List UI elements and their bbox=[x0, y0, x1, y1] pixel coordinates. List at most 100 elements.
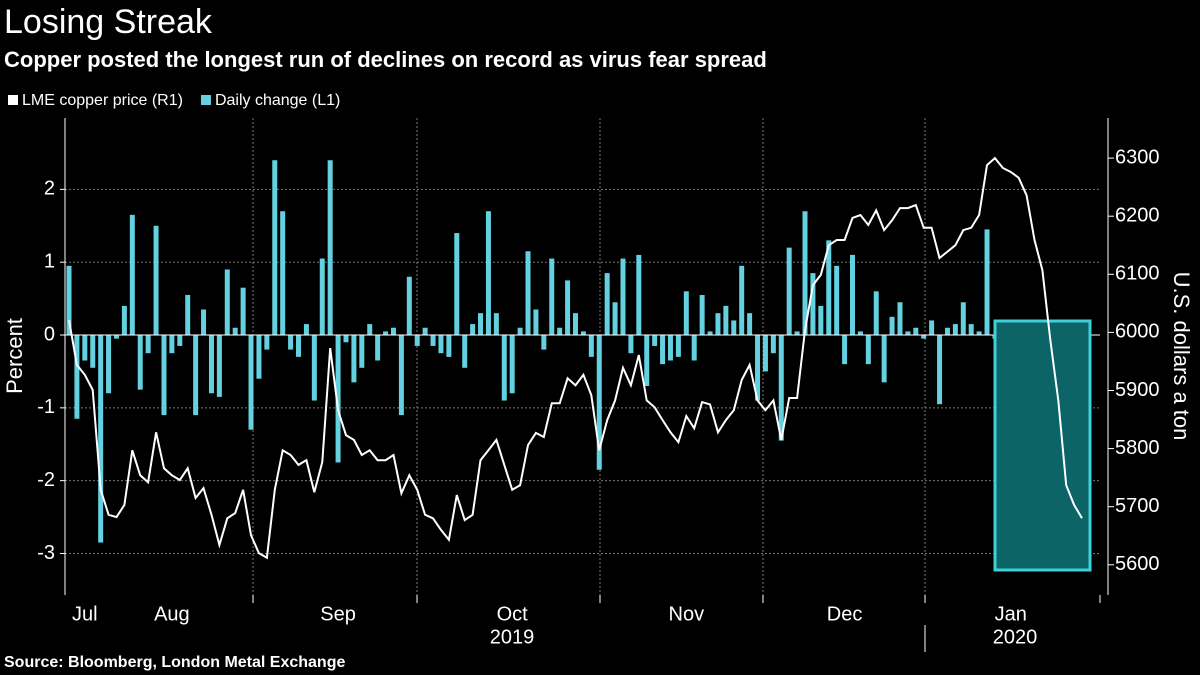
y2-tick-label: 5900 bbox=[1115, 379, 1160, 401]
bar bbox=[707, 331, 713, 336]
y-tick-label: -2 bbox=[37, 469, 55, 491]
bar bbox=[573, 313, 578, 336]
bar bbox=[493, 313, 499, 336]
bar bbox=[422, 327, 428, 336]
bar bbox=[517, 327, 523, 336]
bar bbox=[201, 309, 207, 336]
y2-axis-label: U.S. dollars a ton bbox=[1169, 272, 1194, 441]
bar bbox=[248, 335, 254, 430]
bar bbox=[731, 320, 737, 336]
x-tick-label: Jul bbox=[72, 603, 98, 625]
year-label: 2020 bbox=[993, 626, 1038, 648]
bar bbox=[129, 214, 135, 336]
bar bbox=[359, 335, 365, 368]
bar bbox=[620, 258, 626, 336]
bar bbox=[612, 302, 618, 336]
bar bbox=[905, 331, 911, 336]
bar bbox=[224, 269, 230, 336]
bar bbox=[739, 265, 745, 336]
bar bbox=[454, 233, 460, 336]
bar bbox=[683, 291, 689, 336]
bar bbox=[921, 335, 927, 339]
bar bbox=[485, 211, 491, 336]
bar bbox=[478, 313, 484, 336]
bar bbox=[826, 240, 832, 336]
bar bbox=[335, 335, 341, 463]
bar bbox=[628, 335, 634, 354]
bar bbox=[121, 305, 127, 336]
bar bbox=[984, 229, 990, 336]
y-tick-label: 0 bbox=[44, 323, 55, 345]
legend-label: Daily change (L1) bbox=[215, 92, 340, 109]
bar bbox=[786, 247, 792, 336]
bar bbox=[153, 225, 159, 336]
bar bbox=[82, 335, 88, 361]
y2-tick-label: 5700 bbox=[1115, 495, 1160, 517]
bar bbox=[865, 335, 871, 365]
bar bbox=[580, 331, 586, 336]
chart-subtitle: Copper posted the longest run of decline… bbox=[4, 47, 767, 72]
bar bbox=[216, 335, 222, 397]
bar bbox=[762, 335, 768, 372]
bar bbox=[280, 211, 286, 336]
bar bbox=[90, 335, 96, 368]
y2-tick-label: 6300 bbox=[1115, 146, 1160, 168]
y-tick-label: 1 bbox=[44, 250, 55, 272]
bar bbox=[596, 335, 602, 470]
bar bbox=[430, 335, 436, 346]
bar bbox=[842, 335, 848, 365]
bar bbox=[937, 335, 943, 405]
price-line bbox=[68, 156, 1083, 560]
bar bbox=[446, 335, 452, 357]
bar bbox=[438, 335, 444, 354]
y2-tick-label: 6000 bbox=[1115, 321, 1160, 343]
bar bbox=[541, 335, 547, 350]
bar bbox=[113, 335, 119, 339]
bar bbox=[343, 335, 349, 343]
source: Source: Bloomberg, London Metal Exchange bbox=[4, 654, 345, 671]
bar bbox=[501, 335, 507, 401]
highlight-box bbox=[993, 319, 1092, 572]
bar bbox=[723, 305, 729, 336]
bar bbox=[533, 309, 539, 336]
bar bbox=[272, 160, 278, 336]
bar bbox=[383, 331, 389, 336]
x-tick-label: Nov bbox=[669, 603, 705, 625]
y-tick-label: -1 bbox=[37, 396, 55, 418]
bar bbox=[169, 335, 175, 354]
x-tick-label: Aug bbox=[154, 603, 190, 625]
bar bbox=[296, 335, 302, 357]
bar bbox=[264, 335, 270, 350]
bar bbox=[367, 324, 373, 336]
bar bbox=[161, 335, 167, 416]
bar bbox=[849, 254, 855, 336]
bar bbox=[74, 335, 80, 419]
bar bbox=[770, 335, 776, 354]
x-tick-label: Dec bbox=[827, 603, 863, 625]
bar bbox=[715, 313, 721, 336]
bar bbox=[873, 291, 879, 336]
bar bbox=[778, 335, 784, 441]
bar bbox=[588, 335, 594, 357]
bar bbox=[232, 327, 238, 336]
year-label: 2019 bbox=[490, 626, 535, 648]
bar bbox=[794, 331, 800, 336]
x-tick-label: Oct bbox=[497, 603, 529, 625]
bar bbox=[185, 294, 191, 336]
bar bbox=[256, 335, 262, 379]
bar bbox=[747, 313, 753, 336]
bar bbox=[960, 302, 966, 336]
bar bbox=[509, 335, 515, 394]
y-axis-label: Percent bbox=[2, 318, 27, 394]
bar bbox=[557, 327, 563, 336]
bar bbox=[755, 335, 761, 401]
bar bbox=[319, 258, 325, 336]
y-tick-label: 2 bbox=[44, 178, 55, 200]
bar bbox=[944, 327, 950, 336]
y2-tick-label: 6100 bbox=[1115, 263, 1160, 285]
bar bbox=[644, 335, 650, 386]
legend-label: LME copper price (R1) bbox=[22, 92, 183, 109]
bar bbox=[106, 335, 112, 394]
bar bbox=[818, 305, 824, 336]
bar bbox=[660, 335, 666, 365]
